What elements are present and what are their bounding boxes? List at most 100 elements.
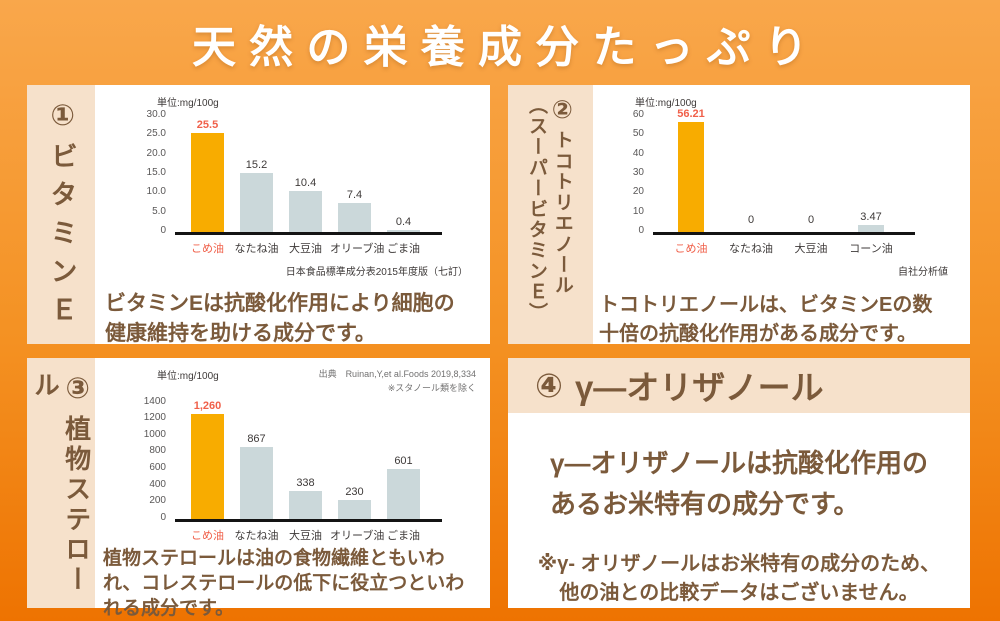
bar-slot: 338 [281,477,330,519]
bar-category-label: 大豆油 [289,529,322,542]
page-title: 天然の栄養成分たっぷり [191,22,822,72]
y-axis-tick: 0 [638,224,644,236]
panel-vitamin-e: ① ビタミンＥ 単位:mg/100g 30.0 25.0 20.0 15.0 10.0 5.0… [27,85,490,345]
bar-value-label: 56.21 [677,108,705,120]
bar-category-label: なたね油 [234,529,279,542]
bar-slot: 0.4 [379,216,428,232]
chart-body: 30.0 25.0 20.0 15.0 10.0 5.0 0 25.5 15.2 10.4 7.4 0… [131,110,490,256]
bar [289,191,322,232]
panel4-description-line2: あるお米特有の成分です。 [550,489,860,520]
panel1-side-label-area: ① ビタミンＥ [27,85,95,344]
title-band: 天然の栄養成分たっぷり [0,0,1000,85]
panel3-description-line2: れ、コレステロールの低下に役立つといわ [103,572,465,594]
unit-label: 単位:mg/100g [157,371,219,382]
y-axis-tick: 40 [632,147,644,159]
bar [338,499,371,519]
y-axis-tick: 60 [632,109,644,120]
bar-category-label: 大豆油 [289,243,322,255]
bar-slot: 1,260 [183,400,232,519]
bar-slot: 867 [232,433,281,519]
bar [858,225,884,232]
unit-label: 単位:mg/100g [157,98,219,109]
unit-label: 単位:mg/100g [635,98,697,109]
panel-plant-sterol: ③植物ステロール 単位:mg/100g 出典 Ruinan,Y,et al.Foo… [27,358,490,619]
tocotrienol-chart: 単位:mg/100g 60 50 40 30 20 10 0 56.21 0 0 3.47 こめ油 なたね… [609,94,970,278]
vitamin-e-chart: 単位:mg/100g 30.0 25.0 20.0 15.0 10.0 5.0 0 25.5 15… [131,94,490,278]
bars-row: 1,260 867 338 230 601 [175,400,442,522]
bar-category-label: なたね油 [729,243,773,255]
bar [338,203,371,232]
y-axis-tick: 0 [160,511,166,523]
bar-slot: 56.21 [661,108,721,232]
panel4-note-line2: 他の油との比較データはございません。 [559,582,919,604]
bar [678,122,704,232]
chart-body: 1400 1200 1000 800 600 400 200 0 1,260 867 338 230 6… [131,396,490,543]
bar-value-label: 3.47 [860,211,882,223]
bar-value-label: 601 [394,454,413,467]
bar-value-label: 0.4 [395,216,412,228]
source-label: 出典 Ruinan,Y,et al.Foods 2019,8,334 ※スタノール… [319,367,476,396]
y-axis-tick: 15.0 [146,166,166,178]
bar-slot: 7.4 [330,189,379,232]
panel2-label-text-line1: トコトリエノール [551,130,573,296]
bar-value-label: 25.5 [196,119,219,131]
panel4-header: ④ γ―オリザノール [508,358,970,413]
y-axis: 30.0 25.0 20.0 15.0 10.0 5.0 0 [131,110,175,236]
bar-value-label: 0 [807,214,815,226]
y-axis-tick: 0 [160,224,166,236]
source-label: 自社分析値 [898,267,948,278]
bar-category-label: 大豆油 [794,243,828,255]
bar-slot: 601 [379,455,428,519]
plot-area: 25.5 15.2 10.4 7.4 0.4 こめ油 なたね油 大豆油 オリーブ油 ごま油 [175,115,442,256]
panel3-vertical-label: ③植物ステロール [29,371,92,608]
panel1-label-text: ビタミンＥ [46,142,77,334]
y-axis-tick: 20.0 [146,147,166,159]
panel4-title: γ―オリザノール [574,369,824,407]
bars-row: 25.5 15.2 10.4 7.4 0.4 [175,115,442,235]
bar-slot: 25.5 [183,119,232,232]
panel3-description-line3: れる成分です。 [103,597,235,619]
bar [191,133,224,232]
source-line: ※スタノール類を除く [387,383,476,394]
bar-category-label: こめ油 [191,529,224,542]
y-axis-tick: 800 [149,445,166,457]
panel-gamma-oryzanol: ④ γ―オリザノール γ―オリザノールは抗酸化作用の あるお米特有の成分です。 … [508,358,970,608]
y-axis-tick: 50 [632,128,644,140]
chart-header: 単位:mg/100g 出典 Ruinan,Y,et al.Foods 2019,8… [157,367,476,396]
chart-body: 60 50 40 30 20 10 0 56.21 0 0 3.47 こめ油 なたね油 大豆油 コーン油 [609,108,970,256]
panel-tocotrienol: ② トコトリエノール （スーパービタミンＥ） 単位:mg/100g 60 50 40 30… [508,85,970,345]
bar-value-label: 230 [345,485,364,498]
panel1-description: ビタミンEは抗酸化作用により細胞の 健康維持を助ける成分です。 [105,289,490,350]
y-axis-tick: 400 [149,478,166,490]
category-row: こめ油 なたね油 大豆油 オリーブ油 ごま油 [175,527,442,543]
bar [191,413,224,519]
panel1-vertical-label: ① ビタミンＥ [44,98,78,344]
chart-header: 単位:mg/100g [157,94,476,109]
bar-value-label: 867 [247,432,266,445]
bar-value-label: 1,260 [193,399,222,412]
panel4-note: ※γ- オリザノールはお米特有の成分のため、 他の油との比較データはございません… [508,550,970,608]
bar [240,173,273,232]
y-axis-tick: 10 [632,205,644,217]
bar-category-label: コーン油 [849,243,893,255]
panel3-side-label-area: ③植物ステロール [27,358,95,608]
source-label: 日本食品標準成分表2015年度版（七訂） [285,267,468,278]
plot-area: 56.21 0 0 3.47 こめ油 なたね油 大豆油 コーン油 [653,108,915,256]
panel1-number-badge: ① [45,98,78,132]
bar-slot: 10.4 [281,177,330,232]
y-axis-tick: 30 [632,166,644,178]
bar-value-label: 10.4 [294,177,317,189]
panel2-side-label-area: ② トコトリエノール （スーパービタミンＥ） [508,85,593,344]
plot-area: 1,260 867 338 230 601 こめ油 なたね油 大豆油 オリーブ油 ごま油 [175,400,442,543]
bar-category-label: ごま油 [387,529,420,542]
bar-category-label: ごま油 [387,243,420,255]
panel2-vertical-label: ② トコトリエノール （スーパービタミンＥ） [525,95,576,344]
bar-value-label: 0 [747,214,755,226]
bar [387,468,420,519]
panel4-note-line1: ※γ- オリザノールはお米特有の成分のため、 [537,553,941,575]
bar-slot: 3.47 [841,211,901,232]
y-axis-tick: 30.0 [146,109,166,120]
panel1-content: 単位:mg/100g 30.0 25.0 20.0 15.0 10.0 5.0 0 25.5 15… [95,85,490,345]
panel2-description-line1: トコトリエノールは、ビタミンEの数 [599,294,933,316]
y-axis-tick: 1400 [143,395,166,407]
